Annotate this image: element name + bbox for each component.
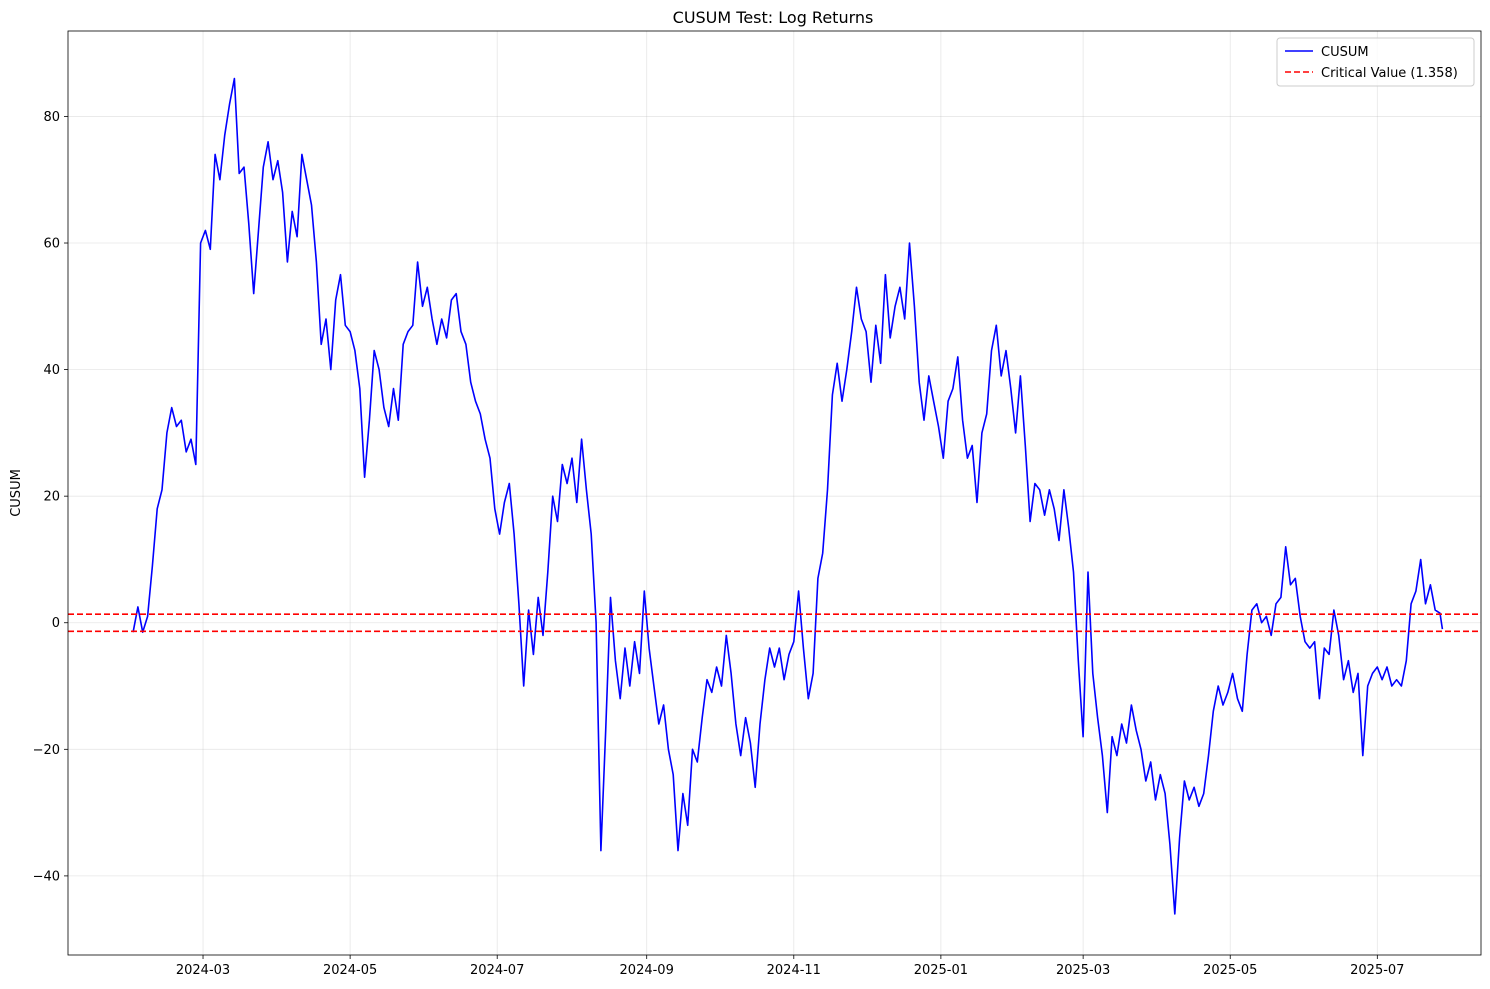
x-tick-label: 2024-07 [470,963,524,978]
grid [68,31,1481,955]
x-tick-label: 2025-01 [914,963,968,978]
y-axis-label: CUSUM [9,469,24,517]
chart-title: CUSUM Test: Log Returns [673,8,874,27]
legend-entry-critical-value: Critical Value (1.358) [1321,66,1458,81]
x-tick-label: 2025-07 [1350,963,1404,978]
x-tick-label: 2024-03 [176,963,230,978]
x-tick-label: 2024-11 [767,963,821,978]
y-tick-label: −40 [33,869,60,884]
y-tick-label: 40 [43,363,60,378]
x-tick-label: 2025-03 [1056,963,1110,978]
y-tick-label: 0 [52,616,60,631]
y-tick-label: −20 [33,743,60,758]
cusum-line [132,77,1444,915]
axes: 2024-03 2024-05 2024-07 2024-09 2024-11 2025-… [33,30,1482,978]
plot-area [68,77,1481,915]
y-tick-label: 60 [43,237,60,252]
x-tick-label: 2024-05 [323,963,377,978]
legend-box [1276,37,1475,87]
axes-frame [67,30,1482,956]
legend-entry-cusum: CUSUM [1321,45,1369,60]
x-tick-label: 2024-09 [620,963,674,978]
legend: CUSUM Critical Value (1.358) [1276,37,1475,87]
y-tick-label: 20 [43,490,60,505]
x-tick-label: 2025-05 [1203,963,1257,978]
y-tick-label: 80 [43,110,60,125]
